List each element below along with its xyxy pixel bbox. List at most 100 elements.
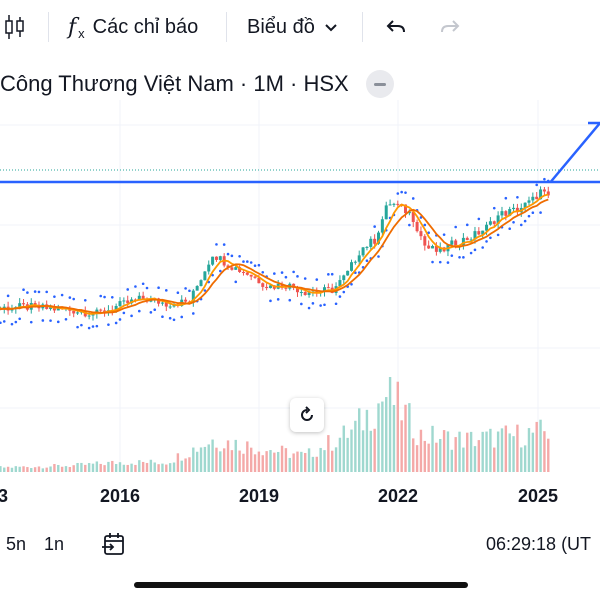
candle-body xyxy=(423,236,427,246)
volume-bar xyxy=(342,425,345,472)
redo-button[interactable] xyxy=(438,0,462,54)
sar-dot xyxy=(350,282,353,286)
candle-body xyxy=(500,211,504,216)
volume-bar xyxy=(280,445,284,472)
candle-body xyxy=(160,302,164,304)
volume-bar xyxy=(269,450,272,472)
trend-line xyxy=(549,122,600,183)
price-chart[interactable] xyxy=(0,100,600,480)
candlestick-icon[interactable] xyxy=(4,0,26,54)
volume-bar xyxy=(99,463,102,472)
sar-dot xyxy=(41,319,45,322)
sar-dot xyxy=(10,322,14,326)
candle-body xyxy=(481,230,485,235)
sar-dot xyxy=(161,315,164,319)
candle-body xyxy=(535,196,539,200)
candle-body xyxy=(22,303,26,305)
volume-bar xyxy=(385,397,388,472)
volume-bar xyxy=(64,466,68,472)
candle-body xyxy=(207,264,211,272)
volume-bar xyxy=(18,466,21,472)
x-axis-label-2016: 2016 xyxy=(99,486,141,506)
range-1y-button[interactable]: 1n xyxy=(44,533,65,554)
volume-bar xyxy=(176,453,180,472)
volume-bar xyxy=(276,451,280,472)
volume-bar xyxy=(473,446,477,472)
collapse-legend-button[interactable] xyxy=(366,70,394,98)
candle-body xyxy=(303,292,307,295)
sar-dot xyxy=(184,287,187,290)
candle-body xyxy=(245,272,249,275)
volume-bar xyxy=(458,431,461,472)
candle-body xyxy=(415,221,419,232)
candle-body xyxy=(531,196,535,201)
chevron-down-icon xyxy=(325,24,337,32)
volume-bar xyxy=(415,445,419,472)
sar-dot xyxy=(257,263,261,267)
volume-bar xyxy=(222,448,226,472)
candle-body xyxy=(411,211,415,222)
chart-type-button[interactable]: Biểu đồ xyxy=(247,0,339,54)
volume-bar xyxy=(431,425,434,472)
x-axis-label-partial: 3 xyxy=(0,486,9,506)
volume-bar xyxy=(504,425,508,472)
volume-bar xyxy=(531,432,535,472)
volume-bar xyxy=(203,446,207,472)
candle-body xyxy=(257,277,261,284)
volume-bar xyxy=(350,429,353,472)
volume-bar xyxy=(354,420,357,472)
sar-dot xyxy=(531,211,535,215)
undo-button[interactable] xyxy=(384,0,408,54)
range-5y-button[interactable]: 5n xyxy=(6,533,27,554)
go-to-date-button[interactable] xyxy=(100,522,128,566)
volume-bar xyxy=(76,462,79,472)
candle-body xyxy=(268,285,272,289)
volume-bar xyxy=(485,431,488,472)
ma-fast-line xyxy=(0,193,549,315)
volume-bar xyxy=(439,438,442,472)
candle-body xyxy=(261,283,265,287)
volume-bar xyxy=(103,465,106,472)
sar-dot xyxy=(519,223,523,227)
candle-body xyxy=(2,306,6,309)
sar-dot xyxy=(230,254,234,258)
volume-bar xyxy=(126,464,129,472)
toolbar-divider xyxy=(362,12,363,42)
sar-dot xyxy=(141,282,145,286)
candle-body xyxy=(488,221,492,225)
sar-dot xyxy=(462,256,465,259)
candle-body xyxy=(427,245,431,249)
volume-bar xyxy=(111,460,114,472)
volume-bar xyxy=(373,428,376,472)
undo-icon xyxy=(386,20,405,33)
symbol-legend[interactable]: Công Thương Việt Nam · 1M · HSX xyxy=(0,68,349,100)
sar-dot xyxy=(18,317,21,321)
volume-bar xyxy=(481,431,484,472)
candle-body xyxy=(380,219,384,233)
clock-time[interactable]: 06:29:18 (UT xyxy=(486,533,592,554)
sar-dot xyxy=(76,325,79,329)
candle-body xyxy=(365,246,369,248)
sar-dot xyxy=(481,246,484,249)
sar-dot xyxy=(396,192,400,195)
sar-dot xyxy=(323,303,326,307)
volume-bar xyxy=(226,440,230,472)
candle-body xyxy=(373,238,377,244)
volume-bar xyxy=(381,401,384,472)
candle-body xyxy=(496,215,500,224)
volume-bar xyxy=(311,456,315,472)
sar-dot xyxy=(80,323,83,327)
reset-chart-button[interactable] xyxy=(290,398,324,432)
sar-dot xyxy=(91,325,95,328)
candle-body xyxy=(353,261,357,263)
volume-bar xyxy=(14,466,18,472)
volume-bar xyxy=(496,431,500,472)
candle-body xyxy=(361,247,365,256)
sar-dot xyxy=(485,240,488,243)
sar-dot xyxy=(458,255,461,259)
volume-bar xyxy=(392,404,396,472)
volume-bar xyxy=(516,424,519,472)
sar-dot xyxy=(68,296,72,299)
sar-dot xyxy=(450,254,454,257)
